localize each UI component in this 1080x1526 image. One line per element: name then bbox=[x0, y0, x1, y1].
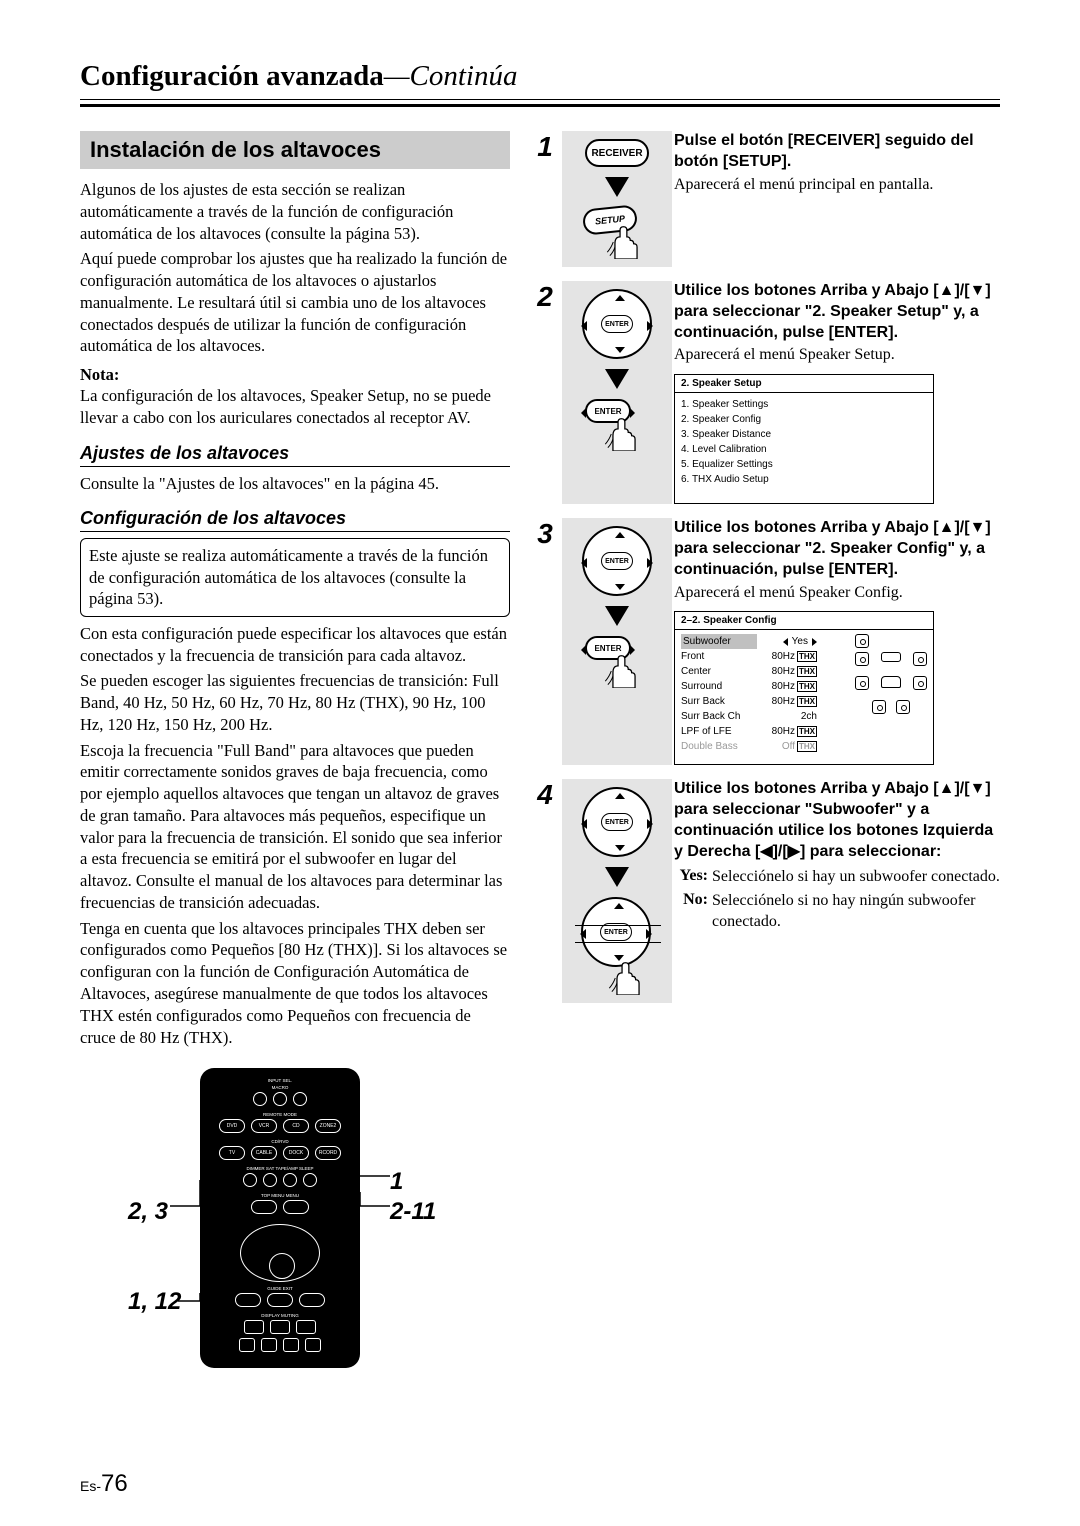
osd-config: SubwooferYesFront80HzTHXCenter80HzTHXSur… bbox=[681, 634, 851, 754]
step-3: 3 ENTER ENTERUtilice los botones Arriba … bbox=[534, 518, 1000, 765]
step-4: 4 ENTER ENTER Utilice los botones Arriba… bbox=[534, 779, 1000, 1003]
arrow-down-icon bbox=[605, 867, 629, 887]
osd-row: 5. Equalizer Settings bbox=[681, 457, 927, 472]
osd-row: 2. Speaker Config bbox=[681, 412, 927, 427]
remote-callout-211: 2-11 bbox=[390, 1198, 436, 1226]
left-column: Instalación de los altavoces Algunos de … bbox=[80, 131, 510, 1388]
step-number: 3 bbox=[534, 518, 556, 765]
section-banner: Instalación de los altavoces bbox=[80, 131, 510, 169]
arrow-down-icon bbox=[605, 369, 629, 389]
step-body: Utilice los botones Arriba y Abajo [▲]/[… bbox=[672, 779, 1000, 1003]
p5: Escoja la frecuencia "Full Band" para al… bbox=[80, 740, 510, 914]
page-number: Es-76 bbox=[80, 1470, 128, 1498]
intro-p2: Aquí puede comprobar los ajustes que ha … bbox=[80, 248, 510, 357]
boxed-note: Este ajuste se realiza automáticamente a… bbox=[80, 538, 510, 616]
osd-title: 2–2. Speaker Config bbox=[675, 612, 933, 630]
step-desc: Aparecerá el menú principal en pantalla. bbox=[674, 175, 1000, 196]
osd-config-row: Double BassOffTHX bbox=[681, 739, 851, 754]
osd-config-row: Surr Back80HzTHX bbox=[681, 694, 851, 709]
step-heading: Utilice los botones Arriba y Abajo [▲]/[… bbox=[674, 779, 1000, 862]
osd-row: 4. Level Calibration bbox=[681, 442, 927, 457]
nav-circle-icon: ENTER bbox=[582, 787, 652, 857]
hand-icon bbox=[603, 961, 653, 995]
step-1: 1RECEIVERSETUPPulse el botón [RECEIVER] … bbox=[534, 131, 1000, 267]
step-icons: RECEIVERSETUP bbox=[562, 131, 672, 267]
osd-speaker-layout bbox=[851, 634, 927, 754]
osd-row: 1. Speaker Settings bbox=[681, 397, 927, 412]
p6: Tenga en cuenta que los altavoces princi… bbox=[80, 918, 510, 1049]
nav-circle-icon: ENTER bbox=[581, 897, 651, 967]
subheading-config: Configuración de los altavoces bbox=[80, 508, 510, 532]
step-desc: Aparecerá el menú Speaker Config. bbox=[674, 583, 1000, 604]
osd-config-row: Center80HzTHX bbox=[681, 664, 851, 679]
remote-callout-23: 2, 3 bbox=[128, 1198, 168, 1226]
p4: Se pueden escoger las siguientes frecuen… bbox=[80, 670, 510, 735]
yesno-label: Yes: bbox=[674, 867, 712, 888]
nav-circle-icon: ENTER bbox=[582, 289, 652, 359]
hand-icon bbox=[599, 417, 649, 451]
osd-config-row: SubwooferYes bbox=[681, 634, 851, 649]
title-rule bbox=[80, 104, 1000, 107]
step-icons: ENTER ENTER bbox=[562, 281, 672, 504]
step-body: Utilice los botones Arriba y Abajo [▲]/[… bbox=[672, 281, 1000, 504]
arrow-down-icon bbox=[605, 606, 629, 626]
hand-icon bbox=[599, 654, 649, 688]
arrow-down-icon bbox=[605, 177, 629, 197]
receiver-button-icon: RECEIVER bbox=[585, 139, 649, 167]
osd-row: 3. Speaker Distance bbox=[681, 427, 927, 442]
step-desc: Aparecerá el menú Speaker Setup. bbox=[674, 345, 1000, 366]
osd-menu: 1. Speaker Settings2. Speaker Config3. S… bbox=[681, 397, 927, 493]
sub1-text: Consulte la "Ajustes de los altavoces" e… bbox=[80, 473, 510, 495]
nota-text: La configuración de los altavoces, Speak… bbox=[80, 385, 510, 429]
step-number: 1 bbox=[534, 131, 556, 267]
nota-label: Nota: bbox=[80, 365, 510, 385]
remote-callout-112: 1, 12 bbox=[128, 1288, 181, 1316]
yesno-label: No: bbox=[674, 891, 712, 933]
hand-icon bbox=[601, 225, 651, 259]
step-body: Utilice los botones Arriba y Abajo [▲]/[… bbox=[672, 518, 1000, 765]
step-body: Pulse el botón [RECEIVER] seguido del bo… bbox=[672, 131, 1000, 267]
yesno-row: No:Selecciónelo si no hay ningún subwoof… bbox=[674, 891, 1000, 933]
osd-screen: 2–2. Speaker Config SubwooferYesFront80H… bbox=[674, 611, 934, 765]
step-number: 2 bbox=[534, 281, 556, 504]
title-cont: —Continúa bbox=[384, 60, 518, 92]
p3: Con esta configuración puede especificar… bbox=[80, 623, 510, 667]
yesno-row: Yes:Selecciónelo si hay un subwoofer con… bbox=[674, 867, 1000, 888]
page-title: Configuración avanzada—Continúa bbox=[80, 60, 1000, 100]
step-icons: ENTER ENTER bbox=[562, 779, 672, 1003]
osd-screen: 2. Speaker Setup 1. Speaker Settings2. S… bbox=[674, 374, 934, 504]
remote-diagram: INPUT SEL. MACRO REMOTE MODE DVD VCR CD … bbox=[80, 1068, 510, 1388]
osd-config-row: Surround80HzTHX bbox=[681, 679, 851, 694]
osd-row: 6. THX Audio Setup bbox=[681, 472, 927, 487]
osd-config-row: LPF of LFE80HzTHX bbox=[681, 724, 851, 739]
yesno-text: Selecciónelo si hay un subwoofer conecta… bbox=[712, 867, 1000, 888]
osd-config-row: Surr Back Ch2ch bbox=[681, 709, 851, 724]
remote-callout-1: 1 bbox=[390, 1168, 403, 1196]
subheading-ajustes: Ajustes de los altavoces bbox=[80, 443, 510, 467]
step-2: 2 ENTER ENTERUtilice los botones Arriba … bbox=[534, 281, 1000, 504]
nav-circle-icon: ENTER bbox=[582, 526, 652, 596]
step-icons: ENTER ENTER bbox=[562, 518, 672, 765]
title-main: Configuración avanzada bbox=[80, 60, 384, 92]
step-heading: Utilice los botones Arriba y Abajo [▲]/[… bbox=[674, 518, 1000, 580]
remote-nav-icon bbox=[240, 1224, 320, 1282]
right-column: 1RECEIVERSETUPPulse el botón [RECEIVER] … bbox=[534, 131, 1000, 1388]
remote-icon: INPUT SEL. MACRO REMOTE MODE DVD VCR CD … bbox=[200, 1068, 360, 1368]
step-number: 4 bbox=[534, 779, 556, 1003]
step-heading: Pulse el botón [RECEIVER] seguido del bo… bbox=[674, 131, 1000, 173]
step-heading: Utilice los botones Arriba y Abajo [▲]/[… bbox=[674, 281, 1000, 343]
intro-p1: Algunos de los ajustes de esta sección s… bbox=[80, 179, 510, 244]
yesno-text: Selecciónelo si no hay ningún subwoofer … bbox=[712, 891, 1000, 933]
osd-title: 2. Speaker Setup bbox=[675, 375, 933, 393]
osd-config-row: Front80HzTHX bbox=[681, 649, 851, 664]
